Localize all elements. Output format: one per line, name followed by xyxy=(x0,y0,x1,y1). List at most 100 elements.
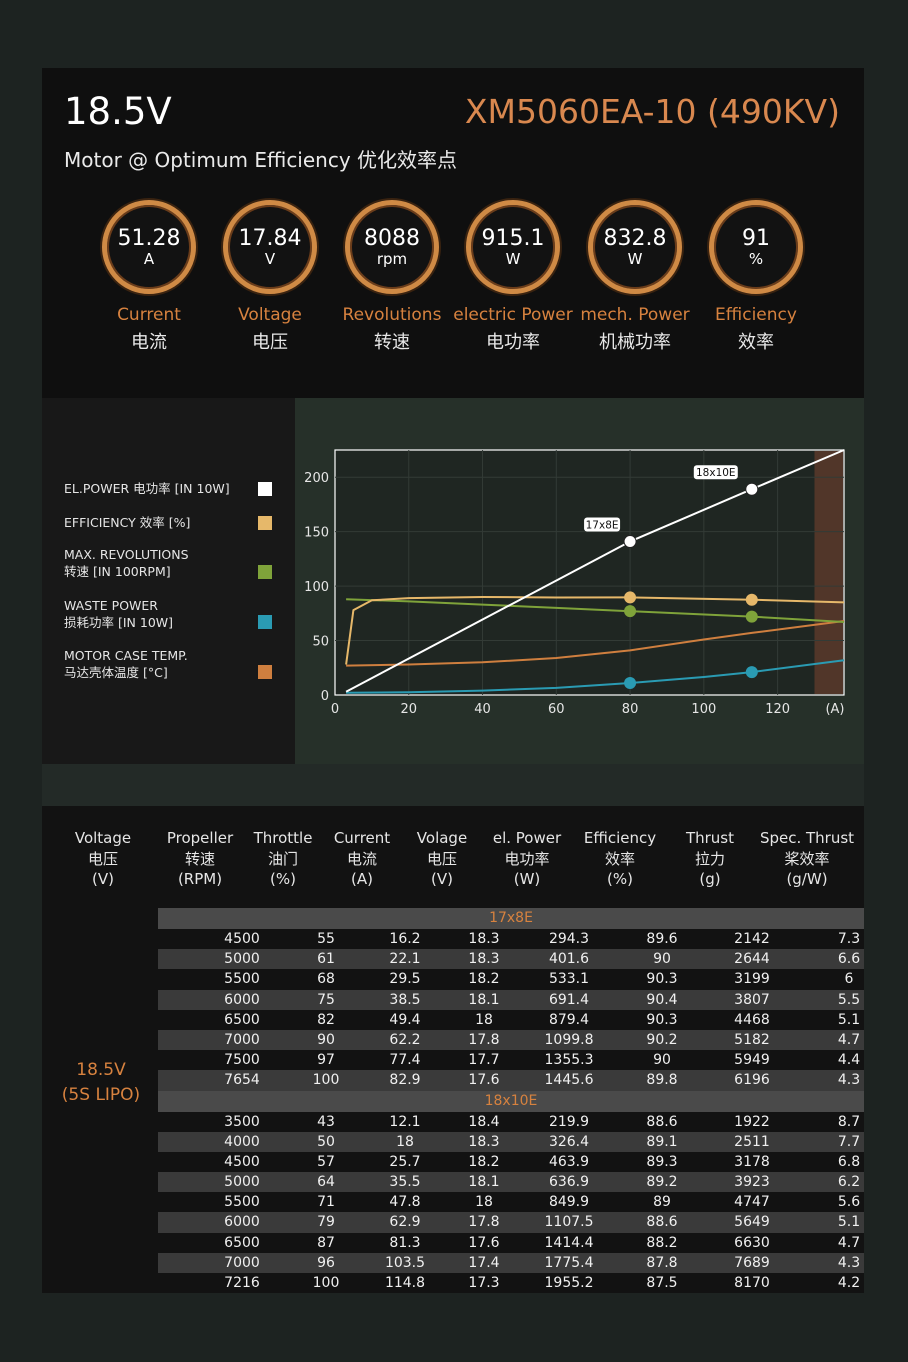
side-label-voltage: 18.5V xyxy=(76,1060,126,1080)
table-row: 6500 82 49.4 18 879.4 90.3 4468 5.1 xyxy=(158,1009,864,1030)
table-cell: 18.3 xyxy=(468,951,500,968)
operating-point-label-bg xyxy=(693,465,738,480)
table-cell: 29.5 xyxy=(389,971,421,988)
table-cell: 6 xyxy=(844,971,854,988)
table-cell: 5.1 xyxy=(837,1011,861,1028)
table-cell: 57 xyxy=(317,1153,335,1170)
table-cell: 17.8 xyxy=(468,1214,500,1231)
table-cell: 49.4 xyxy=(389,1011,421,1028)
x-tick-label: 40 xyxy=(474,702,491,717)
y-tick-label: 100 xyxy=(304,580,329,595)
table-cell: 89.6 xyxy=(646,931,678,947)
table-row: 7500 97 77.4 17.7 1355.3 90 5949 4.4 xyxy=(158,1050,864,1071)
column-header: Efficiency 效率 (%) xyxy=(570,828,670,890)
summary-panel: 18.5V XM5060EA-10 (490KV) Motor @ Optimu… xyxy=(42,68,864,398)
table-cell: 1355.3 xyxy=(544,1052,594,1069)
column-header: el. Power 电功率 (W) xyxy=(477,828,577,890)
table-cell: 4.7 xyxy=(837,1234,861,1251)
table-cell: 71 xyxy=(317,1194,335,1211)
table-cell: 4500 xyxy=(224,931,260,947)
data-table: 17x8E 4500 55 16.2 18.3 294.3 89.6 2142 7.3 5000 6… xyxy=(158,908,864,1294)
table-cell: 17.8 xyxy=(468,1031,500,1048)
table-cell: 47.8 xyxy=(389,1194,421,1211)
table-cell: 62.2 xyxy=(389,1031,421,1048)
table-cell: 17.6 xyxy=(468,1072,500,1089)
column-header: Volage 电压 (V) xyxy=(392,828,492,890)
metric-ring: 91 % xyxy=(709,200,803,294)
table-cell: 81.3 xyxy=(389,1234,421,1251)
table-cell: 1107.5 xyxy=(544,1214,594,1231)
table-cell: 6500 xyxy=(224,1011,260,1028)
table-row: 5000 61 22.1 18.3 401.6 90 2644 6.6 xyxy=(158,949,864,970)
table-row: 5000 64 35.5 18.1 636.9 89.2 3923 6.2 xyxy=(158,1172,864,1193)
table-cell: 6.6 xyxy=(837,951,861,968)
table-cell: 90 xyxy=(317,1031,335,1048)
table-row: 7654 100 82.9 17.6 1445.6 89.8 6196 4.3 xyxy=(158,1070,864,1091)
table-cell: 3199 xyxy=(734,971,770,988)
operating-point-marker xyxy=(624,677,637,690)
metric-ring: 51.28 A xyxy=(102,200,196,294)
table-cell: 4468 xyxy=(734,1011,770,1028)
table-row: 7000 90 62.2 17.8 1099.8 90.2 5182 4.7 xyxy=(158,1029,864,1051)
metric-value: 832.8 xyxy=(603,225,667,251)
metric-ring: 832.8 W xyxy=(588,200,682,294)
table-cell: 6.8 xyxy=(837,1153,861,1170)
column-header-line: Volage xyxy=(416,829,468,847)
table-cell: 219.9 xyxy=(548,1113,590,1130)
metric-label-zh: 电功率 xyxy=(486,332,540,353)
table-cell: 691.4 xyxy=(548,991,590,1008)
metric-label-zh: 转速 xyxy=(374,332,410,353)
table-cell: 5500 xyxy=(224,1194,260,1211)
metric-electric-power: 915.1 W electric Power 电功率 xyxy=(443,200,583,354)
table-cell: 6630 xyxy=(734,1234,770,1251)
model-title: XM5060EA-10 (490KV) xyxy=(464,92,840,131)
metric-label-zh: 效率 xyxy=(738,332,774,353)
table-cell: 2142 xyxy=(734,931,770,947)
metric-label-en: electric Power xyxy=(453,305,573,325)
table-cell: 7000 xyxy=(224,1031,260,1048)
table-cell: 90.3 xyxy=(646,1011,678,1028)
metric-value: 915.1 xyxy=(481,225,545,251)
table-cell: 3923 xyxy=(734,1174,770,1191)
table-cell: 89.3 xyxy=(646,1153,678,1170)
operating-point-label-bg xyxy=(584,517,621,532)
legend-swatch-white xyxy=(258,482,272,496)
table-cell: 7000 xyxy=(224,1254,260,1271)
table-cell: 18 xyxy=(475,1011,493,1028)
shaded-region xyxy=(814,451,843,694)
table-row: 5500 71 47.8 18 849.9 89 4747 5.6 xyxy=(158,1192,864,1213)
column-header-line: Efficiency xyxy=(583,829,657,847)
table-row: 6000 79 62.9 17.8 1107.5 88.6 5649 5.1 xyxy=(158,1212,864,1233)
metric-label-en: Revolutions xyxy=(342,305,442,325)
side-label-battery: (5S LIPO) xyxy=(61,1085,141,1105)
table-cell: 6000 xyxy=(224,1214,260,1231)
legend-el-power: EL.POWER 电功率 [IN 10W] xyxy=(64,480,294,497)
legend-label: MAX. REVOLUTIONS xyxy=(64,547,189,562)
table-cell: 4747 xyxy=(734,1194,770,1211)
table-cell: 17.6 xyxy=(468,1234,500,1251)
column-header-line: 电压 xyxy=(426,849,457,868)
table-cell: 849.9 xyxy=(548,1194,590,1211)
y-tick-label: 200 xyxy=(304,471,329,486)
table-cell: 8.7 xyxy=(837,1113,861,1130)
metric-label-zh: 电流 xyxy=(131,332,167,353)
legend-efficiency: EFFICIENCY 效率 [%] xyxy=(64,514,294,531)
metric-unit: A xyxy=(143,249,155,268)
table-cell: 5.6 xyxy=(837,1194,861,1211)
table-cell: 1445.6 xyxy=(544,1072,594,1089)
series-line-0 xyxy=(345,449,845,693)
column-header-line: 桨效率 xyxy=(784,849,830,868)
table-cell: 88.6 xyxy=(646,1113,678,1130)
table-cell: 82 xyxy=(317,1011,335,1028)
operating-point-marker xyxy=(745,666,758,679)
y-tick-label: 150 xyxy=(304,526,329,541)
column-header-line: Spec. Thrust xyxy=(759,829,855,847)
table-cell: 326.4 xyxy=(548,1133,590,1150)
table-cell: 4500 xyxy=(224,1153,260,1170)
table-cell: 87 xyxy=(317,1234,335,1251)
column-header: Throttle 油门 (%) xyxy=(233,828,333,890)
table-cell: 1922 xyxy=(734,1113,770,1130)
metric-label-en: mech. Power xyxy=(580,305,690,325)
table-cell: 3500 xyxy=(224,1113,260,1130)
table-cell: 7689 xyxy=(734,1254,770,1271)
